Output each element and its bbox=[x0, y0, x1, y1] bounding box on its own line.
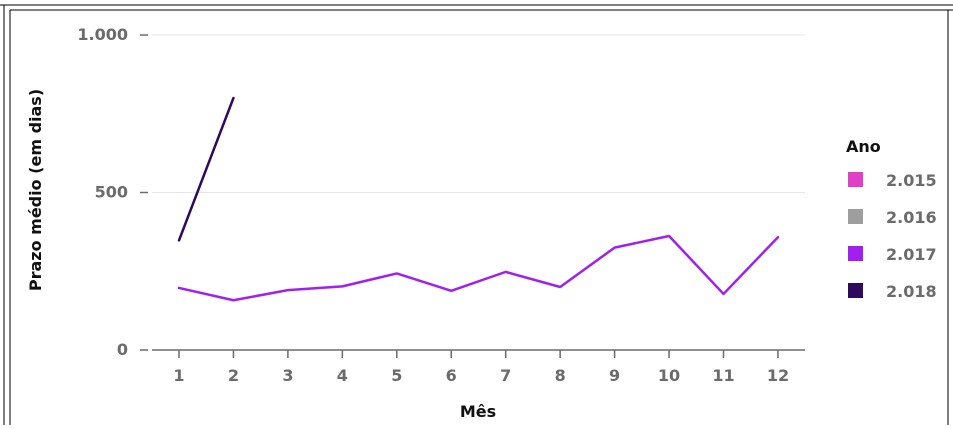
x-tick-label: 3 bbox=[282, 366, 293, 385]
x-tick-label: 6 bbox=[446, 366, 457, 385]
x-tick-label: 12 bbox=[767, 366, 789, 385]
series-layer bbox=[177, 96, 780, 302]
legend-swatch bbox=[848, 209, 863, 224]
legend-swatch bbox=[848, 283, 863, 298]
y-tick-label: 500 bbox=[95, 183, 128, 202]
y-axis-title: Prazo médio (em dias) bbox=[26, 89, 45, 291]
x-axis-title: Mês bbox=[460, 402, 496, 421]
legend-items: 2.015 2.016 2.017 2.018 bbox=[848, 171, 937, 301]
x-tick-label: 5 bbox=[391, 366, 402, 385]
legend-label: 2.016 bbox=[886, 208, 937, 227]
legend-label: 2.015 bbox=[886, 171, 937, 190]
x-tick-label: 4 bbox=[337, 366, 348, 385]
legend-swatch bbox=[848, 172, 863, 187]
y-tick-label: 1.000 bbox=[77, 25, 128, 44]
x-tick-label: 9 bbox=[609, 366, 620, 385]
legend-label: 2.017 bbox=[886, 245, 937, 264]
x-tick-label: 2 bbox=[228, 366, 239, 385]
legend-swatch bbox=[848, 246, 863, 261]
series-line-2017 bbox=[177, 234, 780, 302]
y-tick-label: 0 bbox=[117, 340, 128, 359]
x-tick-label: 1 bbox=[173, 366, 184, 385]
x-tick-label: 11 bbox=[712, 366, 734, 385]
x-tick-label: 7 bbox=[500, 366, 511, 385]
series-line-2018 bbox=[177, 96, 235, 242]
legend: Ano 2.015 2.016 2.017 2.018 bbox=[846, 137, 937, 301]
legend-label: 2.018 bbox=[886, 282, 937, 301]
x-tick-label: 8 bbox=[555, 366, 566, 385]
grid-layer bbox=[152, 34, 805, 193]
x-tick-label: 10 bbox=[658, 366, 680, 385]
legend-title: Ano bbox=[846, 137, 881, 156]
